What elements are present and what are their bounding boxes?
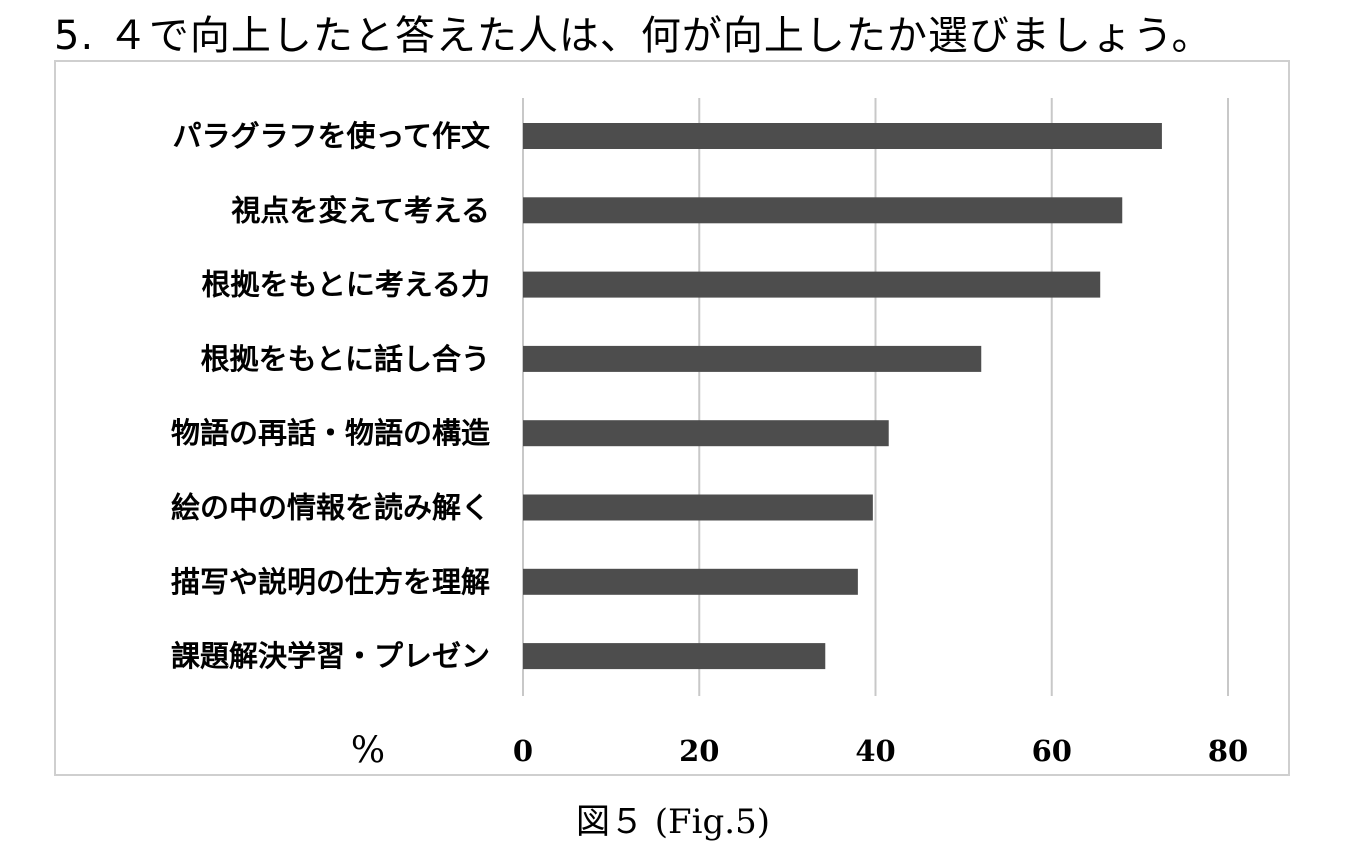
- bar: [523, 271, 1101, 298]
- category-label: 根拠をもとに考える力: [201, 268, 490, 302]
- x-tick-label: 20: [679, 734, 719, 768]
- category-label: 絵の中の情報を読み解く: [171, 491, 490, 525]
- bar: [523, 568, 858, 595]
- x-tick-label: 80: [1208, 734, 1248, 768]
- x-axis-unit-label: %: [351, 731, 385, 772]
- category-label: 描写や説明の仕方を理解: [171, 565, 490, 599]
- category-label: パラグラフを使って作文: [172, 119, 491, 153]
- x-tick-label: 60: [1032, 734, 1072, 768]
- bar: [523, 123, 1162, 149]
- question-title: 5. ４で向上したと答えた人は、何が向上したか選びましょう。: [54, 13, 1213, 59]
- bar: [523, 420, 889, 447]
- chart-frame: パラグラフを使って作文視点を変えて考える根拠をもとに考える力 根拠をもとに話し合う…: [54, 60, 1290, 776]
- x-tick-label: 0: [513, 734, 533, 768]
- bar-chart: パラグラフを使って作文視点を変えて考える根拠をもとに考える力根拠をもとに話し合う…: [171, 98, 1248, 772]
- category-label: 根拠をもとに話し合う: [201, 342, 490, 376]
- figure-caption: 図５ (Fig.5): [575, 802, 770, 842]
- category-label: 課題解決学習・プレゼン: [171, 639, 490, 673]
- category-label: 物語の再話・物語の構造: [171, 416, 490, 450]
- bar: [523, 494, 873, 521]
- bar: [523, 197, 1123, 224]
- bar: [523, 345, 982, 372]
- category-label: 視点を変えて考える: [231, 193, 490, 227]
- bar: [523, 643, 826, 670]
- x-tick-label: 40: [855, 734, 895, 768]
